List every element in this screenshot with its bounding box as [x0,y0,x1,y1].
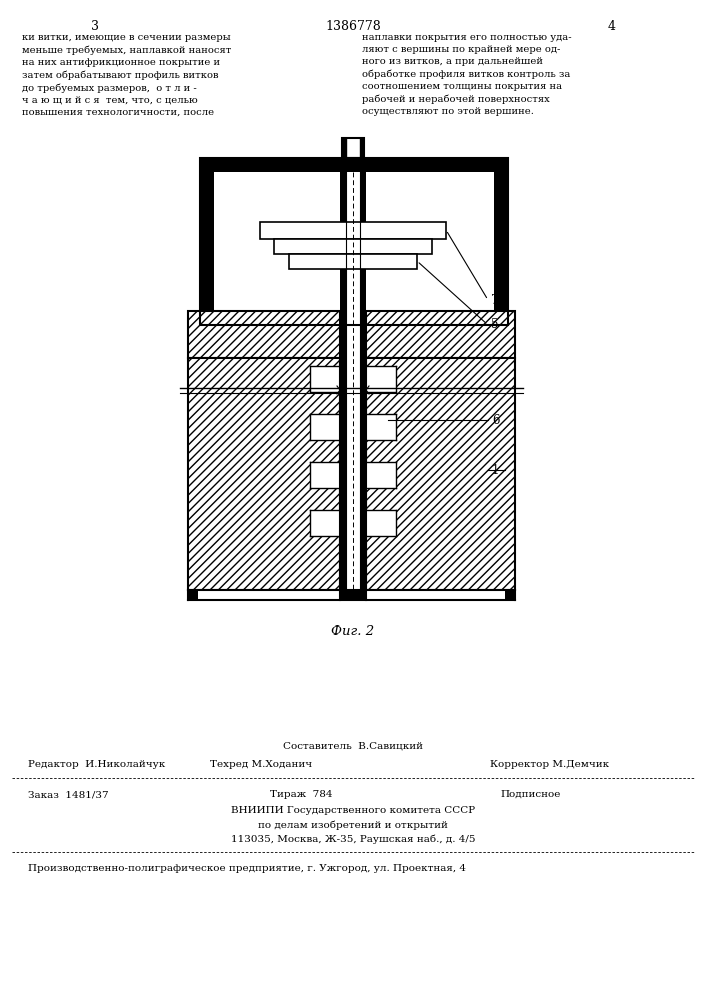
Text: Тираж  784: Тираж 784 [270,790,332,799]
Bar [274,239,432,254]
Text: 7: 7 [491,294,498,306]
Text: Фиг. 2: Фиг. 2 [332,625,375,638]
Bar [366,414,396,440]
Bar [366,366,396,392]
Bar [310,462,340,488]
Text: ки витки, имеющие в сечении размеры
меньше требуемых, наплавкой наносят
на них а: ки витки, имеющие в сечении размеры мень… [22,33,231,117]
Bar [346,138,360,158]
Bar [198,591,340,600]
Bar [200,158,508,172]
Bar [342,138,364,158]
Bar [188,311,340,358]
Bar [494,158,508,325]
Text: Корректор М.Демчик: Корректор М.Демчик [490,760,609,769]
Text: Заказ  1481/37: Заказ 1481/37 [28,790,109,799]
Text: 4: 4 [608,20,616,33]
Text: Подписное: Подписное [500,790,561,799]
Text: ВНИИПИ Государственного комитета СССР: ВНИИПИ Государственного комитета СССР [231,806,475,815]
Bar [200,158,214,325]
Text: наплавки покрытия его полностью уда-
ляют с вершины по крайней мере од-
ного из : наплавки покрытия его полностью уда- ляю… [362,33,572,116]
Bar [310,414,340,440]
Bar [310,510,340,536]
Bar [346,172,360,595]
Text: по делам изобретений и открытий: по делам изобретений и открытий [258,820,448,830]
Text: 113035, Москва, Ж-35, Раушская наб., д. 4/5: 113035, Москва, Ж-35, Раушская наб., д. … [230,834,475,844]
Bar [188,590,515,600]
Bar [200,158,508,325]
Bar [366,358,515,590]
Text: 3: 3 [91,20,99,33]
Bar [342,138,364,158]
Text: 5: 5 [491,318,498,332]
Bar [366,462,396,488]
Bar [200,158,508,325]
Text: 1: 1 [492,464,499,477]
Bar [200,311,508,325]
Text: Техред М.Ходанич: Техред М.Ходанич [210,760,312,769]
Text: 6: 6 [492,414,500,426]
Bar [310,366,340,392]
Text: Редактор  И.Николайчук: Редактор И.Николайчук [28,760,165,769]
Bar [340,172,366,595]
Bar [289,254,417,269]
Bar [366,510,396,536]
Bar [366,591,505,600]
Text: Составитель  В.Савицкий: Составитель В.Савицкий [283,742,423,751]
Bar [366,311,515,358]
Text: Производственно-полиграфическое предприятие, г. Ужгород, ул. Проектная, 4: Производственно-полиграфическое предприя… [28,864,466,873]
Bar [260,222,446,239]
Bar [188,358,340,590]
Text: 1386778: 1386778 [325,20,381,33]
